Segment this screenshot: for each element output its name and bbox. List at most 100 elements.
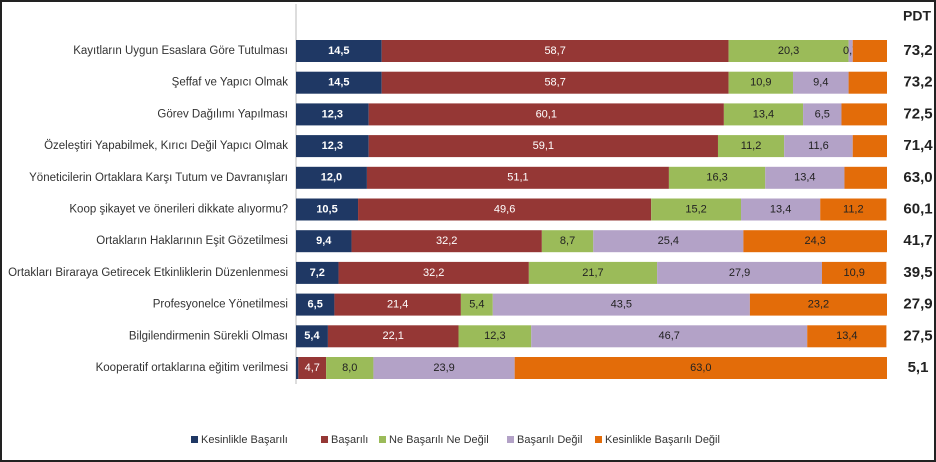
legend-swatch bbox=[507, 436, 514, 443]
bar-segment bbox=[296, 103, 369, 126]
bar-segment bbox=[381, 40, 729, 62]
bar-segment bbox=[723, 103, 804, 126]
category-label: Ortakları Biraraya Getirecek Etkinlikler… bbox=[8, 267, 288, 279]
category-label: Ortakların Haklarının Eşit Gözetilmesi bbox=[96, 235, 288, 247]
category-label: Koop şikayet ve önerileri dikkate alıyor… bbox=[69, 204, 288, 216]
bar-segment bbox=[793, 71, 849, 94]
bar-segment bbox=[296, 40, 382, 62]
value-label: 5,4 bbox=[469, 299, 484, 311]
value-label: 21,7 bbox=[582, 267, 603, 279]
bar-segment bbox=[296, 293, 335, 316]
value-label: 23,2 bbox=[808, 299, 829, 311]
value-label: 10,9 bbox=[843, 267, 864, 279]
legend-label: Başarılı bbox=[331, 434, 368, 446]
bar-segment bbox=[841, 103, 887, 126]
bar-segment bbox=[728, 71, 794, 94]
value-label: 49,6 bbox=[494, 203, 515, 215]
bar-segment bbox=[296, 198, 359, 221]
value-label: 4,7 bbox=[305, 362, 320, 374]
bar-segment bbox=[358, 198, 652, 221]
bar-segment bbox=[749, 293, 887, 316]
category-label: Profesyonelce Yönetilmesi bbox=[153, 299, 288, 311]
pdt-value: 27,5 bbox=[903, 327, 932, 344]
bar-segment bbox=[381, 71, 729, 94]
bar-segment bbox=[784, 135, 853, 158]
value-label: 59,1 bbox=[533, 140, 554, 152]
value-label: 21,4 bbox=[387, 299, 408, 311]
value-label: 13,4 bbox=[836, 330, 857, 342]
bar-segment bbox=[820, 198, 887, 221]
pdt-value: 27,9 bbox=[903, 296, 932, 313]
bar-segment bbox=[717, 135, 785, 158]
category-label: Şeffaf ve Yapıcı Olmak bbox=[172, 77, 289, 89]
bar-segment bbox=[593, 230, 744, 253]
legend-label: Başarılı Değil bbox=[517, 434, 582, 446]
value-label: 11,6 bbox=[808, 140, 829, 152]
value-label: 12,3 bbox=[484, 330, 505, 342]
value-label: 14,5 bbox=[328, 77, 349, 89]
value-label: 12,3 bbox=[322, 140, 343, 152]
value-label: 15,2 bbox=[685, 203, 706, 215]
bar-segment bbox=[334, 293, 461, 316]
bar-segment bbox=[844, 166, 887, 189]
bar-segment bbox=[351, 230, 542, 253]
bar-segment bbox=[541, 230, 594, 253]
bar-segment bbox=[848, 40, 853, 62]
value-label: 22,1 bbox=[383, 330, 404, 342]
value-label: 32,2 bbox=[423, 267, 444, 279]
bar-segment bbox=[743, 230, 887, 253]
value-label: 24,3 bbox=[804, 235, 825, 247]
value-label: 27,9 bbox=[729, 267, 750, 279]
value-label: 8,7 bbox=[560, 235, 575, 247]
bar-segment bbox=[296, 71, 382, 94]
bar-segment bbox=[803, 103, 842, 126]
bar-segment bbox=[492, 293, 750, 316]
value-label: 9,4 bbox=[316, 235, 332, 247]
bar-segment bbox=[373, 357, 515, 379]
value-label: 10,9 bbox=[750, 77, 771, 89]
pdt-value: 71,4 bbox=[903, 137, 933, 154]
category-label: Görev Dağılımı Yapılması bbox=[157, 108, 288, 120]
bar-segment bbox=[651, 198, 742, 221]
bar-segment bbox=[657, 261, 822, 284]
value-label: 7,2 bbox=[310, 267, 325, 279]
value-label: 13,4 bbox=[770, 203, 791, 215]
bar-segment bbox=[852, 40, 887, 62]
bar-segment bbox=[514, 357, 887, 379]
category-label: Yöneticilerin Ortaklara Karşı Tutum ve D… bbox=[29, 172, 288, 184]
category-label: Bilgilendirmenin Sürekli Olması bbox=[129, 330, 288, 342]
bar-segment bbox=[368, 103, 724, 126]
value-label: 10,5 bbox=[316, 203, 337, 215]
legend-swatch bbox=[321, 436, 328, 443]
value-label: 12,3 bbox=[322, 108, 343, 120]
value-label: 6,5 bbox=[815, 108, 830, 120]
value-label: 25,4 bbox=[658, 235, 679, 247]
pdt-value: 60,1 bbox=[903, 200, 932, 217]
legend-swatch bbox=[379, 436, 386, 443]
bar-segment bbox=[296, 357, 299, 379]
value-label: 11,2 bbox=[843, 203, 864, 215]
pdt-value: 72,5 bbox=[903, 105, 932, 122]
category-label: Kayıtların Uygun Esaslara Göre Tutulması bbox=[73, 45, 288, 57]
value-label: 6,5 bbox=[308, 299, 323, 311]
category-label: Kooperatif ortaklarına eğitim verilmesi bbox=[96, 362, 288, 374]
legend-label: Kesinlikle Başarılı Değil bbox=[605, 434, 720, 446]
bar-segment bbox=[531, 325, 808, 348]
value-label: 46,7 bbox=[659, 330, 680, 342]
bar-segment bbox=[668, 166, 766, 189]
bar-segment bbox=[458, 325, 532, 348]
legend-label: Kesinlikle Başarılı bbox=[201, 434, 288, 446]
bar-segment bbox=[338, 261, 529, 284]
legend-swatch bbox=[191, 436, 198, 443]
bar-segment bbox=[296, 166, 367, 189]
pdt-value: 41,7 bbox=[903, 232, 932, 249]
value-label: 23,9 bbox=[433, 362, 454, 374]
bar-segment bbox=[368, 135, 718, 158]
value-label: 13,4 bbox=[753, 108, 774, 120]
pdt-header: PDT bbox=[903, 8, 931, 24]
value-label: 8,0 bbox=[342, 362, 357, 374]
value-label: 9,4 bbox=[813, 77, 828, 89]
bar-segment bbox=[296, 325, 328, 348]
bar-segment bbox=[326, 357, 374, 379]
bar-segment bbox=[460, 293, 493, 316]
